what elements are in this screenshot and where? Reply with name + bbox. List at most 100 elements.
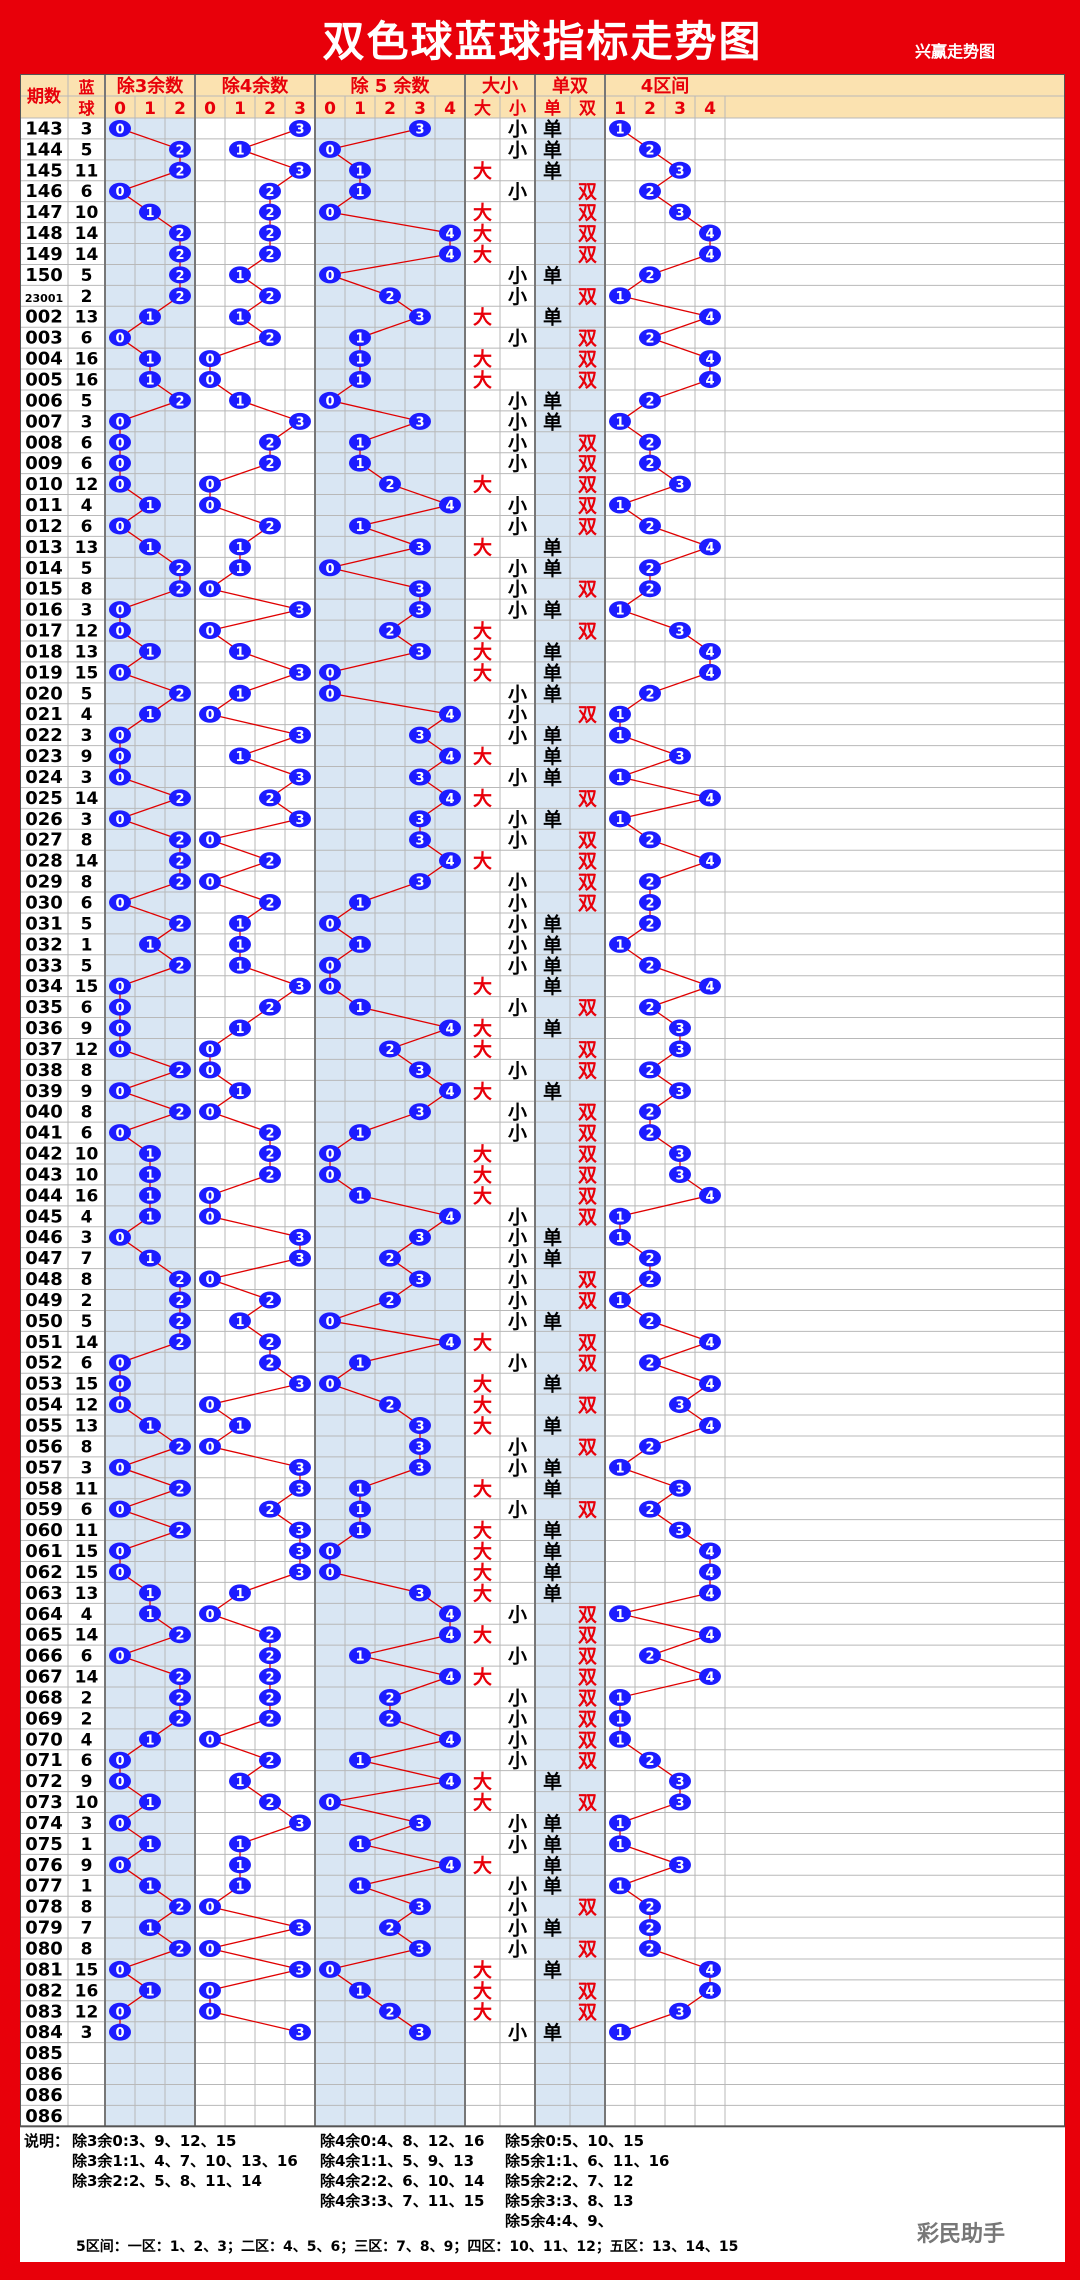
ball-label-zone: 4 (705, 1671, 714, 1686)
ball-mod4 (229, 914, 251, 932)
ball-label-zone: 4 (705, 645, 714, 660)
small-mark: 小 (508, 1060, 527, 1082)
even-mark: 双 (578, 1667, 597, 1689)
period-label: 082 (25, 1980, 63, 2001)
period-label: 073 (25, 1792, 63, 1813)
ball-mod5 (439, 1207, 461, 1225)
ball-label-mod3: 0 (115, 520, 124, 535)
odd-mark: 单 (543, 1519, 562, 1542)
ball-label-mod5: 0 (325, 206, 334, 221)
blue-value: 14 (75, 789, 99, 809)
ball-zone (639, 914, 661, 932)
big-mark: 大 (473, 1770, 492, 1793)
ball-label-mod4: 0 (205, 1901, 214, 1916)
ball-label-mod3: 1 (145, 1922, 154, 1937)
small-mark: 小 (508, 893, 527, 915)
ball-mod3 (109, 747, 131, 765)
even-mark: 双 (578, 495, 597, 517)
ball-mod5 (409, 873, 431, 891)
period-label: 079 (25, 1918, 63, 1939)
legend-mod5-0: 除5余0:5、10、15 (505, 2132, 645, 2150)
ball-label-mod5: 3 (415, 729, 424, 744)
ball-label-zone: 2 (645, 1273, 654, 1288)
ball-zone (609, 412, 631, 430)
blue-value: 13 (75, 1417, 99, 1437)
ball-mod4 (229, 956, 251, 974)
chart-subtitle: 兴赢走势图 (914, 42, 995, 61)
legend-mod5-4: 除5余4:4、9、 (505, 2212, 613, 2230)
period-label: 145 (25, 160, 63, 181)
ball-zone (699, 1626, 721, 1644)
blue-value: 2 (81, 287, 93, 307)
small-mark: 小 (508, 1813, 527, 1835)
ball-label-mod3: 2 (175, 1691, 184, 1706)
chart-frame: 双色球蓝球指标走势图 兴赢走势图 期数蓝球除3余数 0 1 2 除4余数 0 1 2 3 除 5 … (20, 0, 1065, 2262)
ball-label-zone: 1 (615, 1838, 624, 1853)
ball-label-mod4: 1 (235, 938, 244, 953)
ball-mod3 (139, 1165, 161, 1183)
ball-zone (609, 1458, 631, 1476)
big-mark: 大 (473, 1080, 492, 1103)
odd-mark: 单 (543, 1415, 562, 1438)
ball-mod5 (349, 1751, 371, 1769)
ball-mod3 (109, 1458, 131, 1476)
blue-value: 10 (75, 203, 99, 223)
ball-label-mod3: 2 (175, 1482, 184, 1497)
period-label: 004 (25, 349, 63, 370)
ball-label-mod3: 1 (145, 1252, 154, 1267)
ball-zone (669, 1019, 691, 1037)
ball-mod4 (289, 1375, 311, 1393)
ball-label-mod3: 2 (175, 164, 184, 179)
blue-value: 11 (75, 161, 99, 181)
ball-label-mod3: 2 (175, 1106, 184, 1121)
blue-value: 16 (75, 371, 99, 391)
blue-value: 6 (81, 454, 93, 474)
ball-label-mod5: 4 (445, 1210, 454, 1225)
ball-label-mod5: 3 (415, 1420, 424, 1435)
big-mark: 大 (473, 1143, 492, 1166)
ball-mod5 (319, 1312, 341, 1330)
ball-label-zone: 2 (645, 917, 654, 932)
ball-mod3 (169, 1940, 191, 1957)
ball-mod5 (439, 1730, 461, 1748)
ball-label-mod3: 1 (145, 1189, 154, 1204)
ball-zone (639, 1354, 661, 1372)
period-label: 020 (25, 683, 63, 704)
odd-mark: 单 (543, 933, 562, 956)
big-mark: 大 (473, 1038, 492, 1061)
ball-label-mod4: 2 (265, 206, 274, 221)
ball-mod5 (319, 1145, 341, 1163)
even-mark: 双 (578, 328, 597, 350)
ball-label-mod3: 0 (115, 750, 124, 765)
small-mark: 小 (508, 1206, 527, 1228)
ball-zone (639, 1061, 661, 1079)
ball-label-zone: 1 (615, 1231, 624, 1246)
ball-mod3 (139, 1249, 161, 1267)
blue-value: 9 (81, 1772, 93, 1792)
period-label: 055 (25, 1416, 63, 1437)
period-label: 23001 (25, 292, 63, 305)
legend-mod3-0: 除3余0:3、9、12、15 (72, 2132, 237, 2150)
small-mark: 小 (508, 495, 527, 517)
blue-value: 9 (81, 1856, 93, 1876)
ball-label-mod5: 0 (325, 1796, 334, 1811)
ball-mod4 (259, 224, 281, 242)
ball-label-mod4: 1 (235, 1420, 244, 1435)
ball-label-mod3: 0 (115, 1001, 124, 1016)
ball-label-mod4: 0 (205, 1608, 214, 1623)
small-mark: 小 (508, 579, 527, 601)
small-mark: 小 (508, 1248, 527, 1270)
ball-mod5 (409, 538, 431, 556)
ball-label-mod4: 0 (205, 708, 214, 723)
small-mark: 小 (508, 913, 527, 935)
ball-label-zone: 1 (615, 708, 624, 723)
blue-value: 9 (81, 747, 93, 767)
ball-zone (699, 977, 721, 995)
ball-label-mod3: 1 (145, 938, 154, 953)
ball-label-mod3: 0 (115, 1859, 124, 1874)
ball-label-mod3: 2 (175, 583, 184, 598)
ball-label-mod4: 3 (295, 980, 304, 995)
ball-label-mod5: 3 (415, 1943, 424, 1958)
ball-zone (699, 538, 721, 556)
ball-label-mod4: 2 (265, 457, 274, 472)
